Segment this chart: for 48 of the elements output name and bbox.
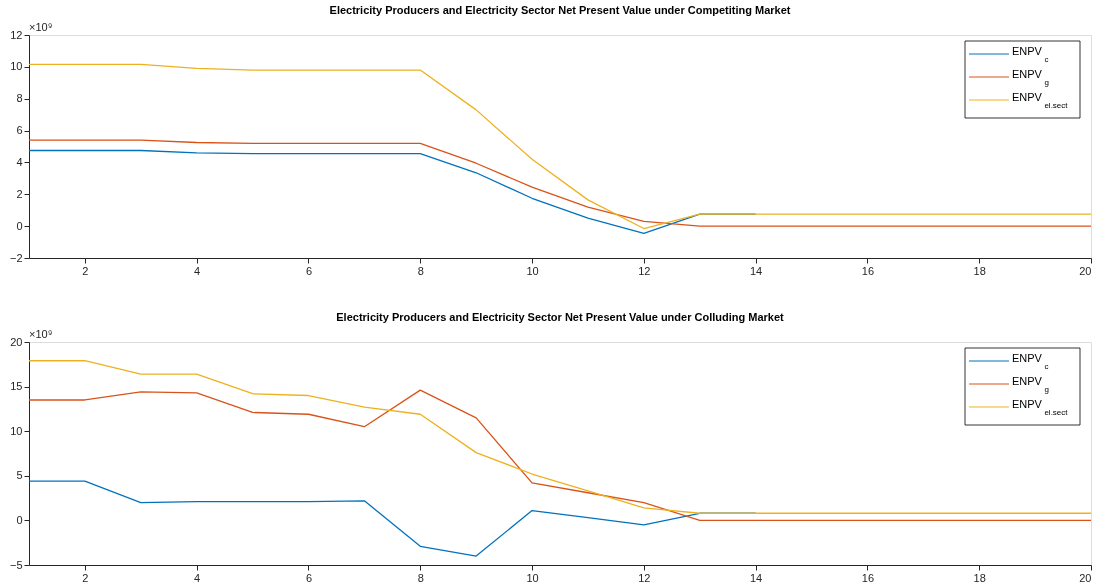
line-series [28,63,1092,230]
line-series [28,360,1092,514]
x-tick-label: 14 [750,571,763,584]
x-tick-label: 18 [973,264,986,277]
legend-label: ENPVc [1012,45,1049,64]
y-axis-title: ×10⁹ [29,21,53,33]
x-tick-label: 2 [82,571,89,584]
legend-label: ENPVel.sect [1012,398,1069,417]
y-tick-label: −2 [9,251,23,264]
x-tick-label: 12 [638,264,651,277]
y-axis-title: ×10⁹ [29,328,53,340]
y-tick-label: 0 [16,219,23,232]
x-tick-label: 20 [1079,571,1092,584]
x-tick-label: 20 [1079,264,1092,277]
y-tick-label: 15 [10,380,23,393]
legend-label: ENPVg [1012,375,1049,394]
x-tick-label: 10 [526,571,539,584]
y-tick-label: 5 [16,469,23,482]
y-tick-label: 2 [16,187,23,200]
y-tick-label: 0 [16,513,23,526]
x-tick-label: 4 [194,264,201,277]
y-tick-label: 8 [16,92,23,105]
x-tick-label: 4 [194,571,201,584]
chart-title: Electricity Producers and Electricity Sector Net Present Value under Colluding Market [336,311,785,323]
chart-title: Electricity Producers and Electricity Sector Net Present Value under Competiting Market [329,4,791,16]
x-tick-label: 12 [638,571,651,584]
y-tick-label: 10 [10,424,23,437]
legend-label: ENPVg [1012,68,1049,87]
y-tick-label: 10 [10,60,23,73]
y-tick-label: −5 [9,558,23,571]
y-tick-label: 12 [10,28,23,41]
x-tick-label: 8 [417,571,424,584]
x-tick-label: 8 [417,264,424,277]
x-tick-label: 14 [750,264,763,277]
y-tick-label: 6 [16,124,23,137]
line-series [28,139,1092,227]
x-tick-label: 16 [861,571,875,584]
x-tick-label: 6 [305,264,313,277]
x-tick-label: 2 [82,264,89,277]
legend-label: ENPVel.sect [1012,91,1069,110]
x-tick-label: 16 [861,264,875,277]
y-tick-label: 4 [16,155,23,168]
x-tick-label: 18 [973,571,986,584]
y-tick-label: 20 [10,335,23,348]
x-tick-label: 6 [305,571,313,584]
line-series [28,389,1092,522]
legend-label: ENPVc [1012,352,1049,371]
x-tick-label: 10 [526,264,539,277]
